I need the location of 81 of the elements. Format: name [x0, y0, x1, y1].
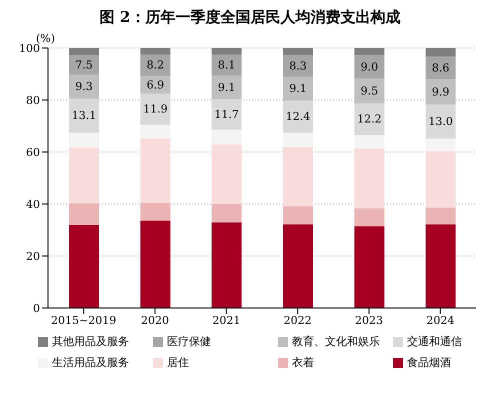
legend-label: 交通和通信: [407, 334, 462, 349]
bar: [140, 54, 170, 76]
bar: [69, 55, 99, 75]
bar: [426, 224, 456, 308]
x-tick-label: 2015~2019: [51, 314, 116, 327]
x-tick-label: 2024: [426, 314, 454, 327]
data-label: 12.4: [286, 110, 310, 124]
bar: [69, 203, 99, 226]
chart-title: 图 2：历年一季度全国居民人均消费支出构成: [98, 8, 402, 28]
bar: [354, 135, 384, 149]
bar: [212, 48, 242, 54]
bar: [140, 202, 170, 221]
legend-label: 衣着: [292, 355, 314, 370]
bar: [69, 132, 99, 148]
legend-label: 居住: [167, 355, 189, 370]
bar: [354, 226, 384, 308]
x-tick-label: 2021: [212, 314, 240, 327]
bar: [140, 138, 170, 203]
bar: [212, 204, 242, 222]
bar: [140, 48, 170, 54]
data-label: 9.9: [432, 85, 450, 98]
y-tick-label: 80: [26, 94, 40, 107]
bar: [283, 224, 313, 308]
data-label: 11.9: [143, 102, 168, 116]
bar: [212, 99, 242, 130]
bar: [426, 151, 456, 208]
bar: [212, 144, 242, 204]
bar: [283, 132, 313, 147]
bar: [354, 208, 384, 226]
bar: [354, 148, 384, 208]
bar: [212, 76, 242, 100]
data-label: 9.1: [218, 80, 236, 94]
bar: [212, 54, 242, 76]
bar: [283, 48, 313, 56]
data-label: 8.6: [432, 61, 450, 74]
bar: [212, 222, 242, 308]
x-tick-label: 2023: [355, 314, 383, 327]
data-label: 13.0: [428, 115, 453, 128]
x-tick-label: 2020: [141, 314, 169, 327]
legend-label: 医疗保健: [167, 334, 211, 349]
data-label: 9.5: [360, 84, 378, 98]
legend-label: 其他用品及服务: [52, 334, 129, 349]
data-label: 8.2: [146, 58, 164, 72]
bar: [140, 220, 170, 308]
bar: [283, 100, 313, 133]
y-tick-label: 40: [26, 198, 40, 211]
bar: [426, 56, 456, 79]
bar: [354, 48, 384, 56]
bar: [140, 124, 170, 138]
data-label: 6.9: [146, 78, 164, 92]
bar: [283, 146, 313, 206]
bar: [69, 148, 99, 204]
data-label: 8.1: [218, 58, 236, 72]
data-label: 9.0: [360, 60, 378, 74]
y-tick-label: 0: [33, 302, 40, 315]
y-tick-label: 20: [26, 250, 40, 263]
bar: [69, 48, 99, 56]
bar: [140, 94, 170, 125]
bar: [69, 98, 99, 133]
legend-label: 教育、文化和娱乐: [292, 334, 380, 349]
data-label: 13.1: [72, 109, 96, 122]
data-label: 7.5: [75, 58, 93, 72]
legend-label: 食品烟酒: [407, 355, 451, 370]
y-tick-label: 60: [26, 146, 40, 159]
data-label: 12.2: [357, 112, 382, 126]
data-label: 9.3: [75, 80, 93, 94]
bar: [426, 138, 456, 152]
bar: [212, 130, 242, 144]
bar: [426, 48, 456, 57]
bar: [69, 74, 99, 99]
data-label: 11.7: [214, 108, 239, 121]
legend-label: 生活用品及服务: [52, 355, 129, 370]
x-tick-label: 2022: [284, 314, 312, 327]
bar: [426, 208, 456, 224]
bar: [426, 104, 456, 138]
bar: [69, 225, 99, 308]
bar: [283, 55, 313, 77]
data-label: 8.3: [289, 60, 307, 73]
bar: [283, 206, 313, 224]
bar: [354, 103, 384, 136]
data-label: 9.1: [289, 82, 307, 96]
